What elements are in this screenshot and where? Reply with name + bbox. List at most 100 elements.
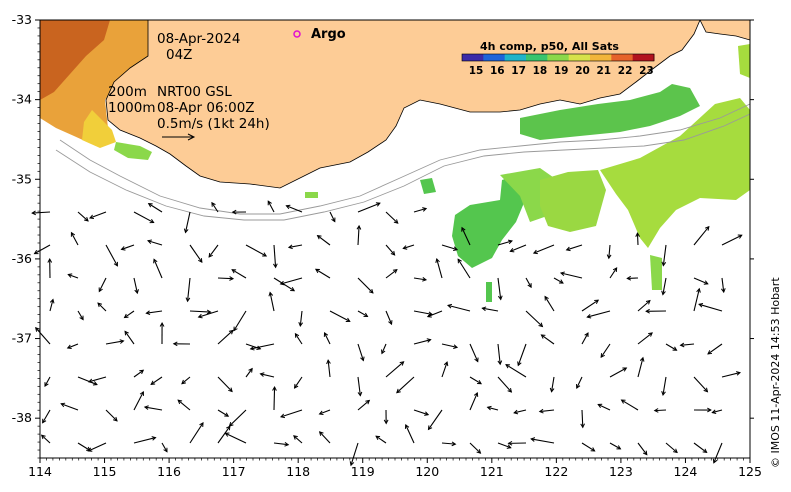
current-vector-head	[248, 367, 253, 373]
current-vector-head	[476, 449, 482, 454]
current-vector	[525, 277, 532, 288]
current-vector-head	[139, 390, 144, 396]
current-vector-head	[505, 364, 511, 369]
current-vector	[217, 376, 233, 392]
current-vector	[600, 343, 611, 358]
current-vector-head	[422, 207, 428, 212]
current-vector-head	[143, 405, 149, 410]
current-vector-head	[661, 391, 666, 396]
current-vector	[385, 211, 399, 224]
current-vector-head	[98, 287, 103, 293]
current-vector-head	[426, 313, 432, 318]
current-vector	[260, 373, 275, 378]
x-tick-label: 121	[480, 464, 504, 479]
current-vector	[609, 367, 627, 378]
current-vector-head	[79, 315, 84, 321]
current-vector	[324, 332, 331, 345]
current-vector	[211, 202, 219, 213]
contour-200m	[59, 103, 751, 215]
current-vector-head	[457, 258, 462, 264]
current-vector	[217, 277, 234, 280]
current-vector-head	[453, 344, 459, 349]
date-label: 08-Apr-2024	[157, 31, 240, 47]
current-vector	[293, 435, 303, 444]
current-vector-head	[703, 387, 709, 393]
current-vector-head	[147, 239, 153, 244]
current-vector	[497, 343, 501, 365]
current-vector	[469, 442, 481, 454]
current-vector-head	[544, 295, 549, 301]
current-vector	[147, 240, 163, 246]
current-vector	[97, 302, 107, 312]
current-vector	[187, 277, 191, 302]
current-vector	[161, 442, 168, 452]
current-vector	[587, 310, 611, 318]
current-vector-head	[279, 280, 285, 286]
current-vector-head	[290, 286, 296, 292]
current-vector	[146, 310, 163, 314]
current-vector-head	[497, 295, 503, 301]
current-vector	[233, 310, 247, 331]
current-vector-head	[509, 247, 515, 253]
current-vector-head	[331, 217, 336, 223]
current-vector	[77, 442, 91, 451]
current-vector-head	[228, 387, 233, 393]
y-tick-label: -37	[12, 331, 32, 346]
current-vector-head	[224, 412, 230, 417]
current-vector-head	[233, 326, 238, 332]
current-vector-head	[231, 269, 237, 274]
current-vector-head	[279, 413, 286, 419]
current-vector-head	[47, 257, 53, 263]
current-vector-head	[497, 360, 503, 366]
colorbar-swatch	[483, 54, 506, 61]
current-vector	[317, 235, 331, 246]
current-vector-head	[530, 437, 536, 442]
current-vector	[77, 376, 98, 386]
current-vector	[497, 376, 512, 393]
current-vector	[441, 343, 458, 348]
current-vector-head	[273, 263, 278, 269]
current-vector	[88, 442, 107, 452]
bathymetry-contours	[55, 103, 751, 221]
current-vector-head	[703, 280, 709, 285]
current-vector-head	[31, 210, 37, 216]
current-vector-head	[620, 399, 626, 404]
sst-colorbar: 4h comp, p50, All Sats 15 16 17 18 19 20 21 22 2…	[461, 40, 655, 77]
current-vector-head	[87, 447, 93, 452]
sst-patch-spot-3	[305, 192, 318, 198]
current-vector-head	[461, 226, 466, 232]
current-vector	[357, 400, 370, 411]
current-vector-head	[35, 326, 40, 332]
current-vector	[42, 409, 51, 423]
current-vector-head	[268, 291, 274, 297]
current-vector	[70, 232, 79, 246]
current-vector	[482, 307, 499, 312]
current-vector	[124, 310, 135, 319]
y-tick-label: -35	[12, 171, 32, 186]
colorbar-swatch	[526, 54, 548, 61]
current-vector-head	[294, 332, 300, 338]
current-vector	[497, 277, 502, 300]
current-vector-head	[737, 234, 743, 239]
current-vector-head	[120, 246, 126, 251]
current-vector-head	[679, 342, 685, 348]
depth-1000-label: 1000m	[108, 100, 156, 116]
current-vector-head	[113, 261, 118, 267]
current-vector	[385, 310, 393, 325]
current-vector-head	[293, 383, 299, 389]
current-vector-head	[224, 432, 230, 437]
current-vector-head	[635, 232, 640, 237]
current-vector-head	[181, 379, 186, 385]
current-vector-head	[44, 382, 49, 387]
sst-patch-central	[452, 174, 526, 268]
current-vector-head	[87, 378, 93, 384]
current-vector	[34, 244, 51, 255]
current-vector-head	[177, 399, 183, 405]
argo-marker-icon	[293, 30, 301, 38]
current-vector-head	[594, 299, 600, 304]
current-vector	[286, 205, 303, 213]
current-vector	[693, 376, 708, 393]
current-vector-head	[393, 219, 399, 224]
current-vector-head	[287, 244, 293, 250]
